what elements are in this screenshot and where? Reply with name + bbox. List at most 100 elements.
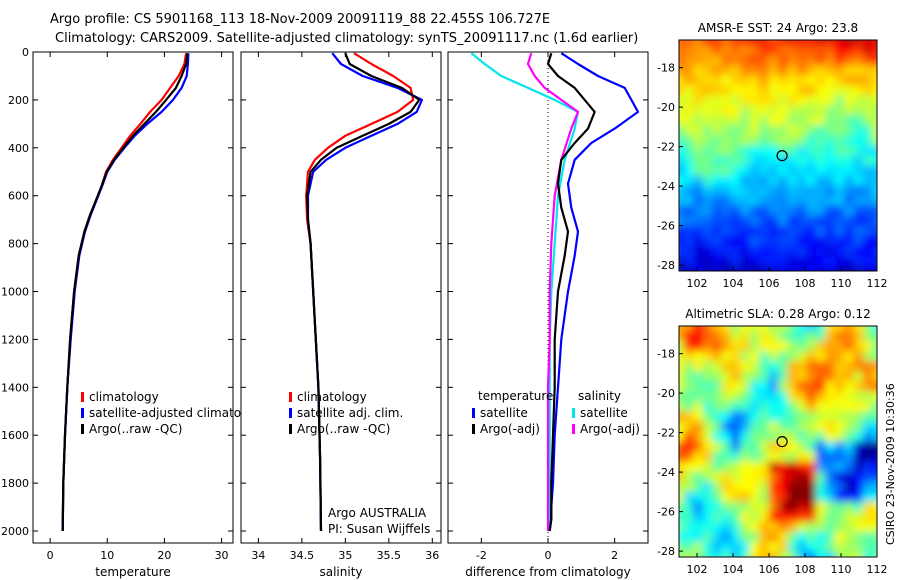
x-axis-label: difference from climatology [465, 565, 631, 579]
map-cell [862, 235, 874, 247]
map-cell [806, 45, 817, 57]
map-cell [872, 235, 877, 247]
map-cell [862, 115, 874, 127]
map-cell [778, 326, 789, 333]
map-cell [740, 75, 751, 87]
map-cell [759, 451, 770, 463]
map-cell [693, 55, 704, 67]
map-cell [679, 351, 685, 363]
map-cell [796, 45, 808, 57]
map-cell [759, 195, 770, 207]
map-cell [872, 255, 877, 267]
map-cell [693, 205, 704, 217]
map-cell [721, 115, 732, 127]
x-axis-label: temperature [95, 565, 170, 579]
map-cell [693, 40, 704, 47]
map-cell [768, 175, 779, 187]
map-cell [712, 531, 723, 543]
map-cell [815, 255, 827, 267]
map-cell [712, 421, 723, 433]
map-cell [712, 135, 723, 147]
map-cell [844, 371, 855, 383]
map-cell [740, 481, 751, 493]
map-cell [679, 45, 685, 57]
map-cell [693, 175, 704, 187]
x-tick-label: 112 [867, 563, 888, 576]
map-cell [749, 205, 761, 217]
map-cell [787, 175, 798, 187]
map-cell [740, 431, 751, 443]
map-cell [702, 215, 713, 227]
map-cell [740, 85, 751, 97]
x-axis-label: salinity [319, 565, 362, 579]
map-cell [749, 55, 761, 67]
legend-label: Argo(-adj) [480, 422, 540, 436]
map-cell [749, 165, 761, 177]
map-cell [853, 95, 864, 107]
map-cell [778, 125, 789, 137]
x-tick-label: 102 [687, 563, 708, 576]
map-cell [787, 55, 798, 67]
map-cell [759, 145, 770, 157]
map-cell [693, 165, 704, 177]
y-tick-label: -28 [657, 545, 675, 558]
map-cell [693, 391, 704, 403]
map-cell [702, 411, 713, 423]
map-cell [862, 511, 874, 523]
map-cell [759, 371, 770, 383]
map-cell [872, 361, 877, 373]
map-cell [740, 40, 751, 47]
map-cell [825, 255, 836, 267]
series-line-blue [548, 52, 640, 532]
map-cell [759, 341, 770, 353]
map-cell [787, 145, 798, 157]
map-cell [825, 245, 836, 257]
map-cell [740, 326, 751, 333]
map-cell [693, 215, 704, 227]
map-cell [740, 541, 751, 553]
map-cell [768, 155, 779, 167]
map-cell [834, 541, 845, 553]
map-cell [778, 331, 789, 343]
map-cell [853, 65, 864, 77]
map-field [679, 326, 877, 557]
map-cell [759, 55, 770, 67]
series-line-black [306, 52, 421, 532]
map-cell [872, 431, 877, 443]
x-tick-label: 110 [831, 563, 852, 576]
map-cell [825, 185, 836, 197]
map-cell [787, 185, 798, 197]
map-cell [683, 521, 695, 533]
map-cell [768, 491, 779, 503]
map-cell [683, 461, 695, 473]
map-cell [787, 95, 798, 107]
x-tick-label: 34.5 [290, 549, 315, 562]
map-cell [844, 155, 855, 167]
map-cell [730, 411, 742, 423]
map-cell [872, 471, 877, 483]
map-cell [778, 235, 789, 247]
legend-swatch [472, 424, 475, 434]
map-cell [796, 155, 808, 167]
map-cell [862, 45, 874, 57]
x-tick-label: 34 [251, 549, 265, 562]
map-cell [679, 481, 685, 493]
map-cell [778, 195, 789, 207]
map-cell [778, 371, 789, 383]
map-cell [702, 331, 713, 343]
map-cell [796, 371, 808, 383]
map-cell [815, 75, 827, 87]
map-cell [768, 531, 779, 543]
map-cell [712, 40, 723, 47]
map-cell [787, 45, 798, 57]
map-cell [693, 185, 704, 197]
header-line-2: Climatology: CARS2009. Satellite-adjuste… [55, 31, 638, 46]
map-cell [730, 205, 742, 217]
map-cell [693, 75, 704, 87]
map-cell [721, 185, 732, 197]
map-cell [683, 326, 695, 333]
map-cell [806, 431, 817, 443]
map-cell [778, 541, 789, 553]
map-cell [796, 135, 808, 147]
